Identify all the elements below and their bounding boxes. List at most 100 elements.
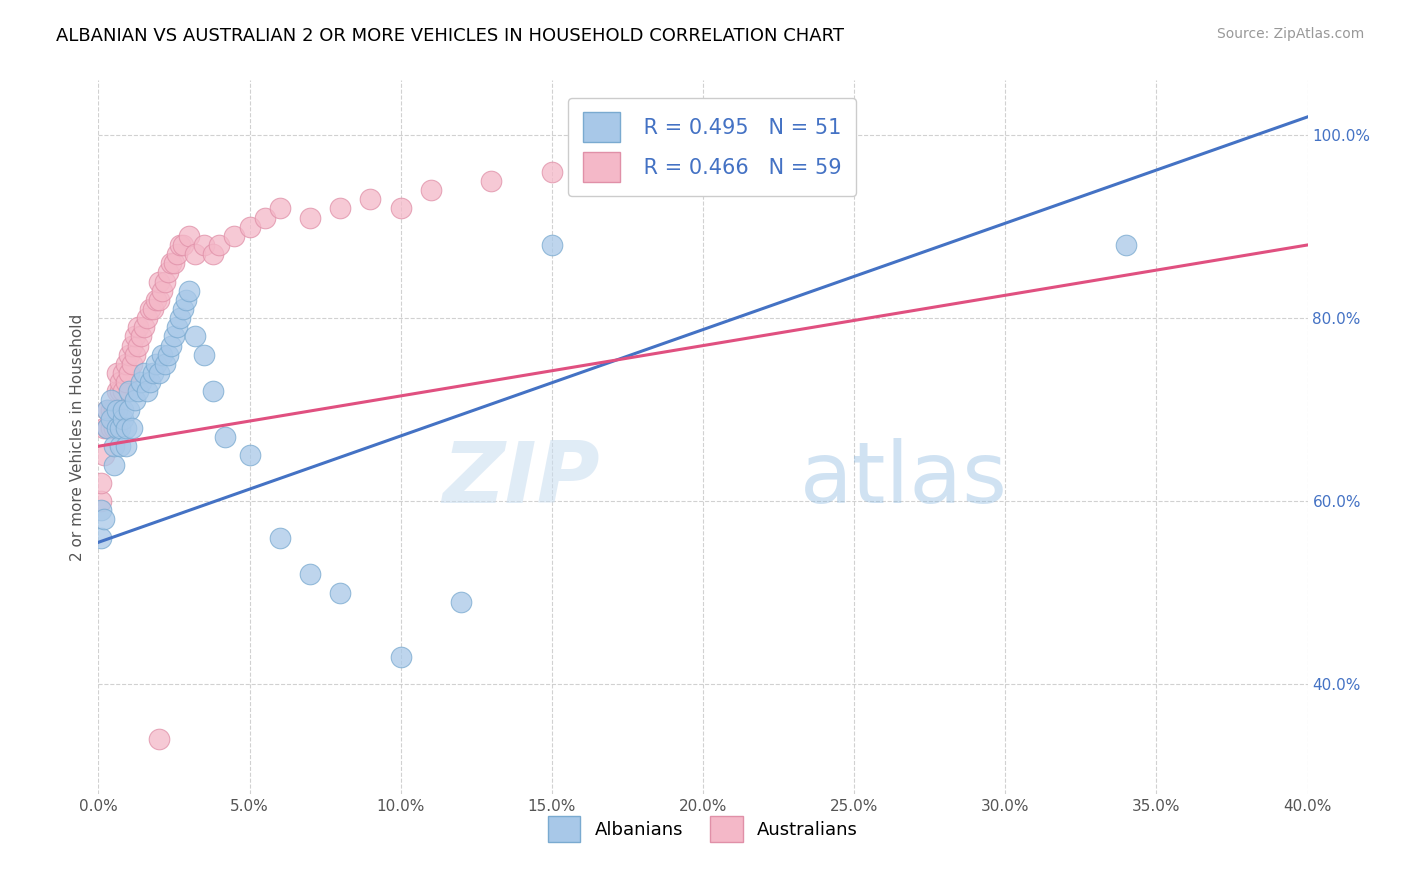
Australians (105, 366, 128, 380)
Australians (108, 384, 131, 399)
Albanians (179, 284, 201, 298)
Albanians (124, 393, 146, 408)
Albanians (135, 384, 157, 399)
Australians (90, 475, 112, 490)
Australians (160, 256, 183, 270)
Albanians (269, 531, 291, 545)
Australians (121, 357, 143, 371)
Australians (142, 301, 165, 316)
Albanians (214, 430, 236, 444)
Australians (269, 202, 291, 216)
Australians (389, 202, 412, 216)
Australians (132, 320, 155, 334)
Australians (135, 311, 157, 326)
Albanians (121, 421, 143, 435)
Australians (111, 366, 134, 380)
Australians (96, 421, 118, 435)
Albanians (100, 393, 122, 408)
Albanians (450, 595, 472, 609)
Albanians (145, 357, 167, 371)
Albanians (239, 449, 262, 463)
Albanians (118, 384, 141, 399)
Text: ALBANIAN VS AUSTRALIAN 2 OR MORE VEHICLES IN HOUSEHOLD CORRELATION CHART: ALBANIAN VS AUSTRALIAN 2 OR MORE VEHICLE… (56, 27, 844, 45)
Australians (90, 494, 112, 508)
Australians (129, 329, 152, 343)
Albanians (163, 329, 186, 343)
Albanians (96, 421, 118, 435)
Albanians (142, 366, 165, 380)
Australians (481, 174, 503, 188)
Albanians (153, 357, 176, 371)
Australians (163, 256, 186, 270)
Australians (202, 247, 225, 261)
Australians (169, 238, 191, 252)
Australians (93, 449, 115, 463)
Albanians (148, 366, 170, 380)
Australians (156, 265, 179, 279)
Australians (118, 366, 141, 380)
Albanians (169, 311, 191, 326)
Australians (148, 293, 170, 307)
Albanians (108, 421, 131, 435)
Albanians (93, 512, 115, 526)
Albanians (103, 458, 125, 472)
Albanians (139, 375, 162, 389)
Albanians (105, 421, 128, 435)
Australians (127, 338, 149, 352)
Albanians (111, 402, 134, 417)
Australians (166, 247, 188, 261)
Albanians (1115, 238, 1137, 252)
Albanians (118, 402, 141, 417)
Australians (153, 275, 176, 289)
Albanians (108, 439, 131, 453)
Albanians (129, 375, 152, 389)
Albanians (202, 384, 225, 399)
Australians (172, 238, 194, 252)
Albanians (90, 531, 112, 545)
Australians (360, 192, 382, 206)
Albanians (184, 329, 207, 343)
Australians (329, 202, 352, 216)
Albanians (166, 320, 188, 334)
Albanians (127, 384, 149, 399)
Albanians (105, 402, 128, 417)
Australians (299, 211, 322, 225)
Albanians (172, 301, 194, 316)
Australians (193, 238, 215, 252)
Albanians (103, 439, 125, 453)
Australians (103, 402, 125, 417)
Australians (105, 384, 128, 399)
Australians (420, 183, 443, 197)
Albanians (299, 567, 322, 582)
Australians (100, 402, 122, 417)
Albanians (90, 503, 112, 517)
Australians (224, 228, 246, 243)
Australians (184, 247, 207, 261)
Albanians (132, 366, 155, 380)
Text: atlas: atlas (800, 438, 1008, 522)
Albanians (114, 421, 136, 435)
Australians (114, 375, 136, 389)
Australians (96, 402, 118, 417)
Australians (145, 293, 167, 307)
Australians (114, 357, 136, 371)
Albanians (193, 348, 215, 362)
Australians (118, 348, 141, 362)
Albanians (100, 411, 122, 425)
Text: ZIP: ZIP (443, 438, 600, 522)
Australians (124, 329, 146, 343)
Legend: Albanians, Australians: Albanians, Australians (540, 809, 866, 849)
Australians (253, 211, 276, 225)
Australians (239, 219, 262, 234)
Australians (103, 421, 125, 435)
Australians (540, 165, 562, 179)
Albanians (114, 439, 136, 453)
Albanians (540, 238, 562, 252)
Australians (148, 731, 170, 746)
Australians (150, 284, 173, 298)
Australians (148, 275, 170, 289)
Australians (121, 338, 143, 352)
Australians (139, 301, 162, 316)
Albanians (329, 585, 352, 599)
Albanians (111, 411, 134, 425)
